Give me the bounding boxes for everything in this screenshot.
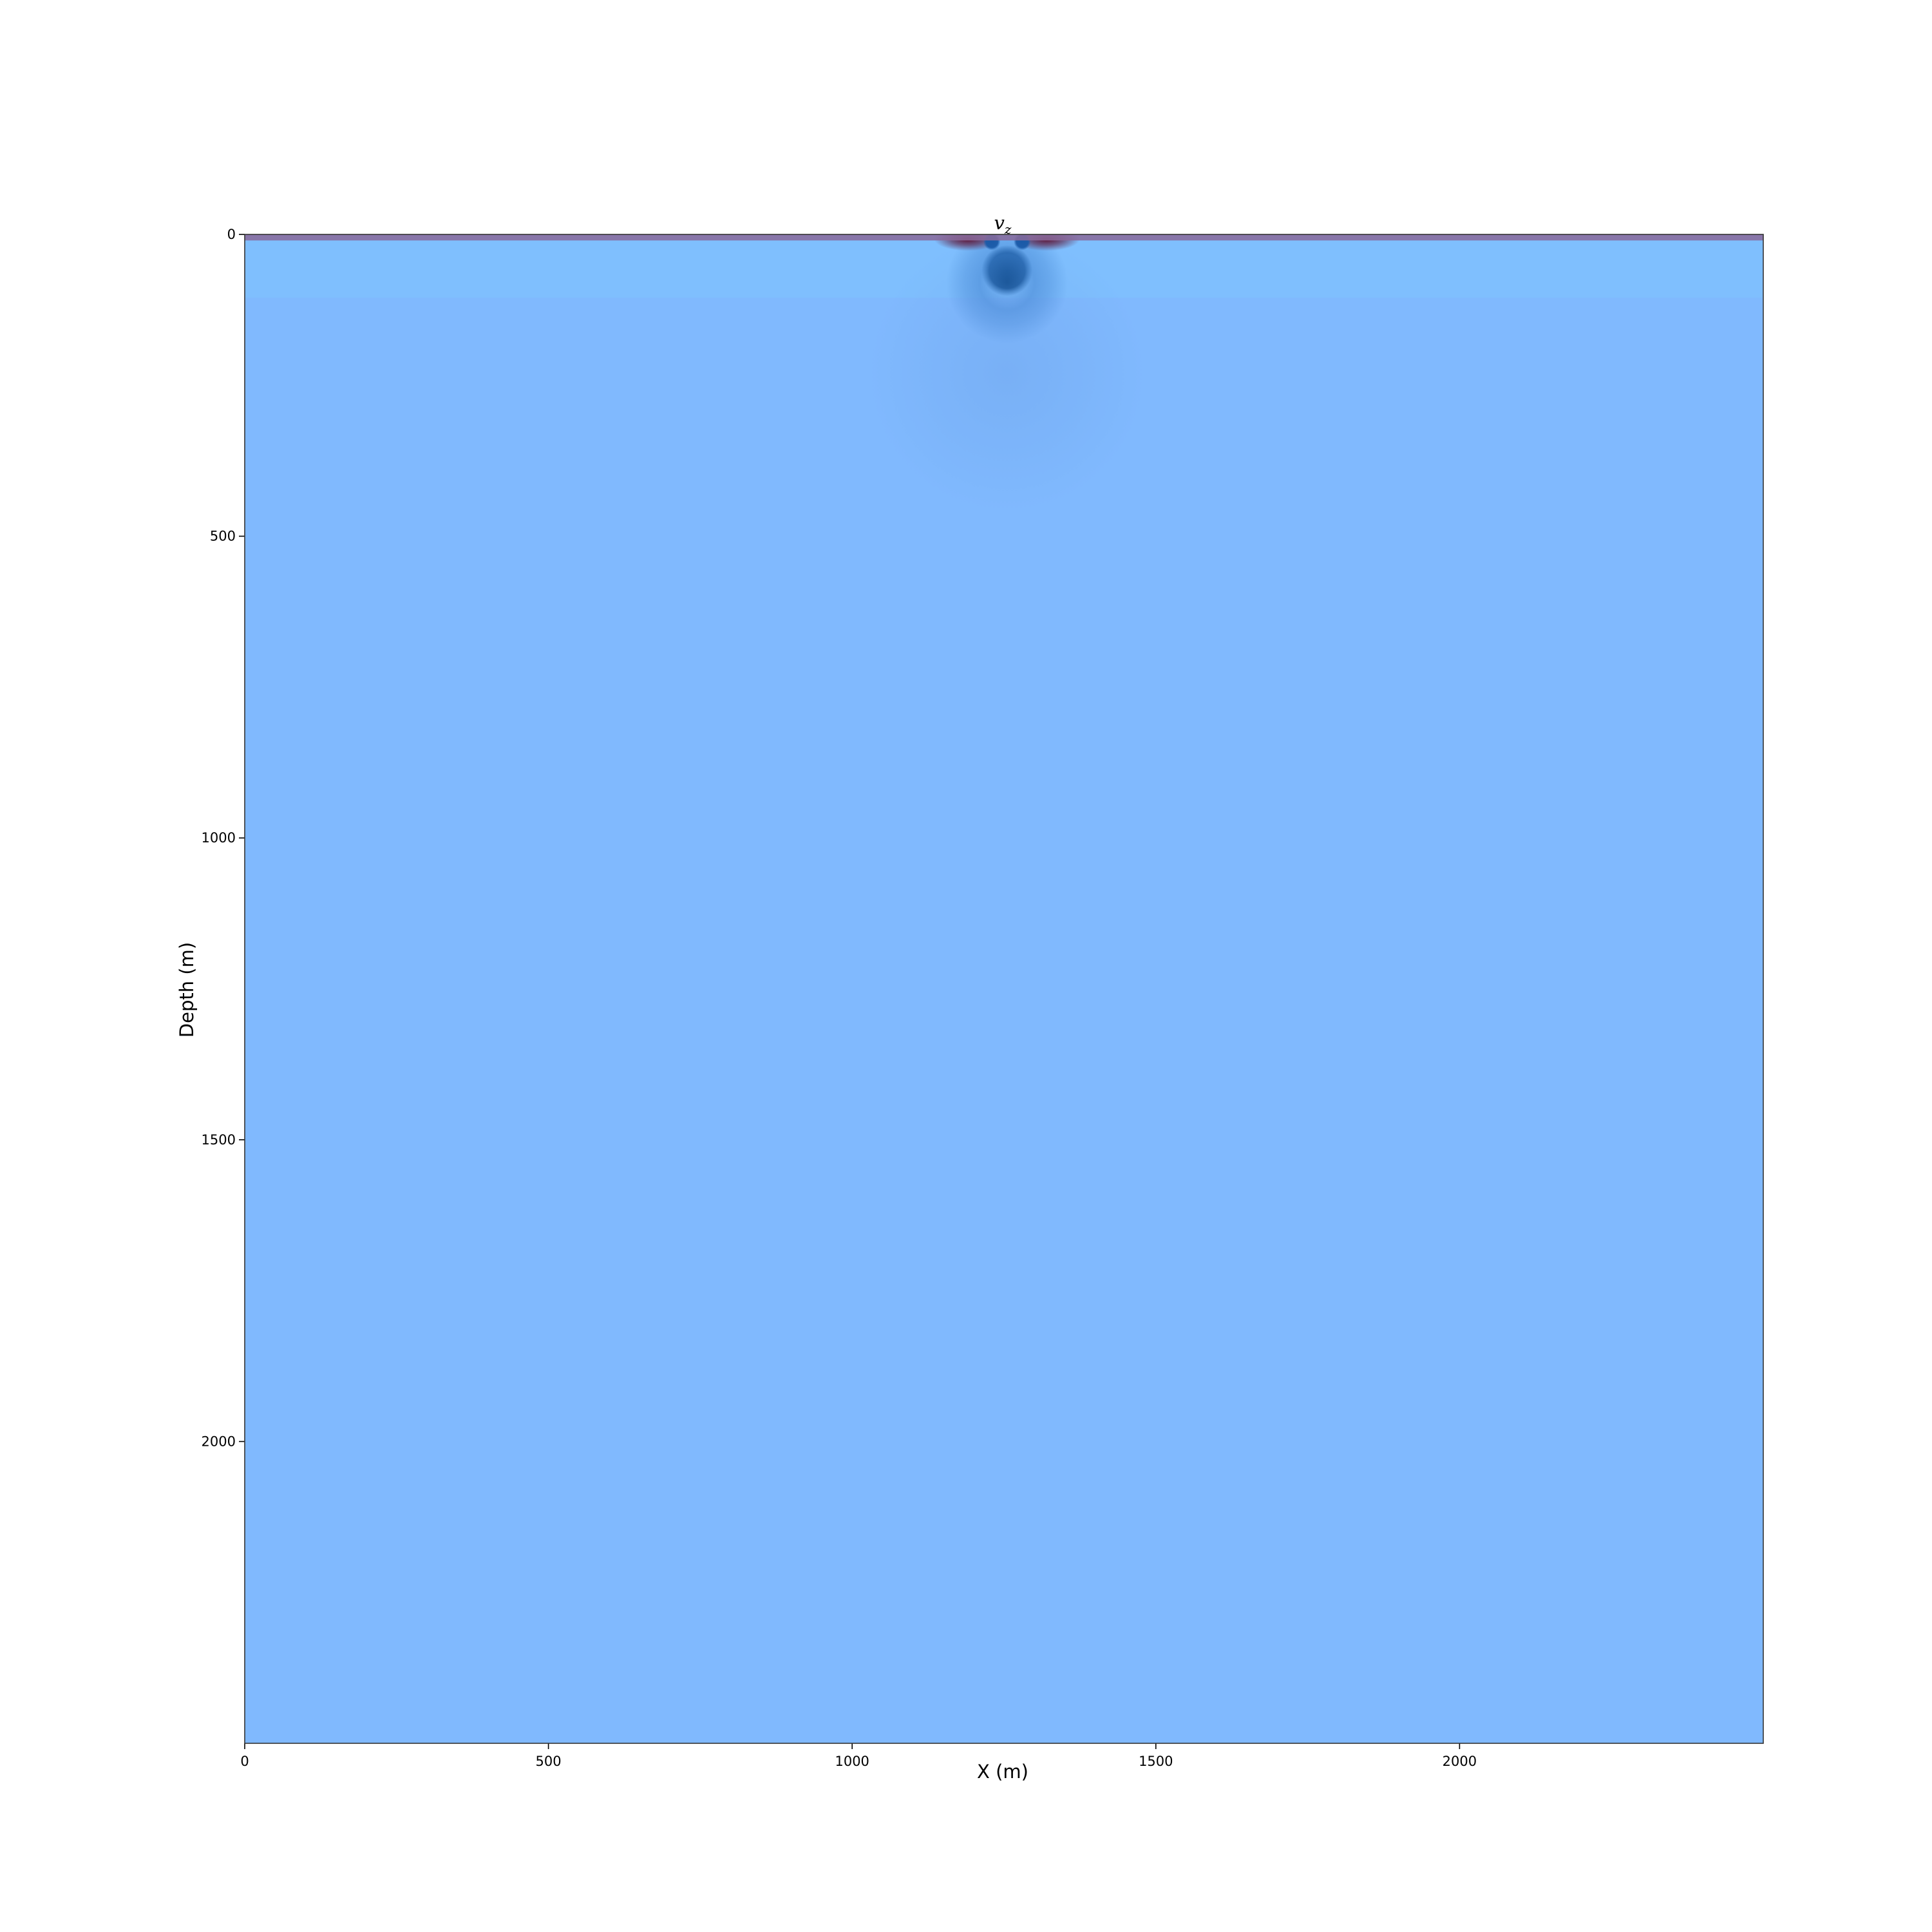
y-tick-label: 1000 <box>202 830 236 846</box>
chart-title-subscript: z <box>1004 222 1012 237</box>
heatmap-surface-band <box>245 234 1763 241</box>
chart-title-main: v <box>994 212 1005 234</box>
y-axis: 0 500 1000 1500 2000 <box>202 227 245 1449</box>
x-tick-label: 500 <box>536 1754 562 1769</box>
y-axis-label: Depth (m) <box>176 942 198 1037</box>
x-tick-label: 2000 <box>1443 1754 1477 1769</box>
y-tick-label: 500 <box>210 529 236 544</box>
y-tick-label: 1500 <box>202 1132 236 1148</box>
x-tick-label: 0 <box>240 1754 249 1769</box>
x-axis: 0 500 1000 1500 2000 <box>240 1743 1477 1769</box>
y-tick-label: 0 <box>227 227 236 242</box>
plot-frame <box>244 234 1764 1744</box>
heatmap-plot <box>245 234 1763 1743</box>
chart-title: vz <box>994 212 1012 237</box>
x-tick-label: 1000 <box>835 1754 869 1769</box>
heatmap-feature-negative-halo <box>867 234 1147 513</box>
x-axis-label: X (m) <box>977 1761 1028 1783</box>
x-tick-label: 1500 <box>1139 1754 1173 1769</box>
y-tick-label: 2000 <box>202 1434 236 1449</box>
